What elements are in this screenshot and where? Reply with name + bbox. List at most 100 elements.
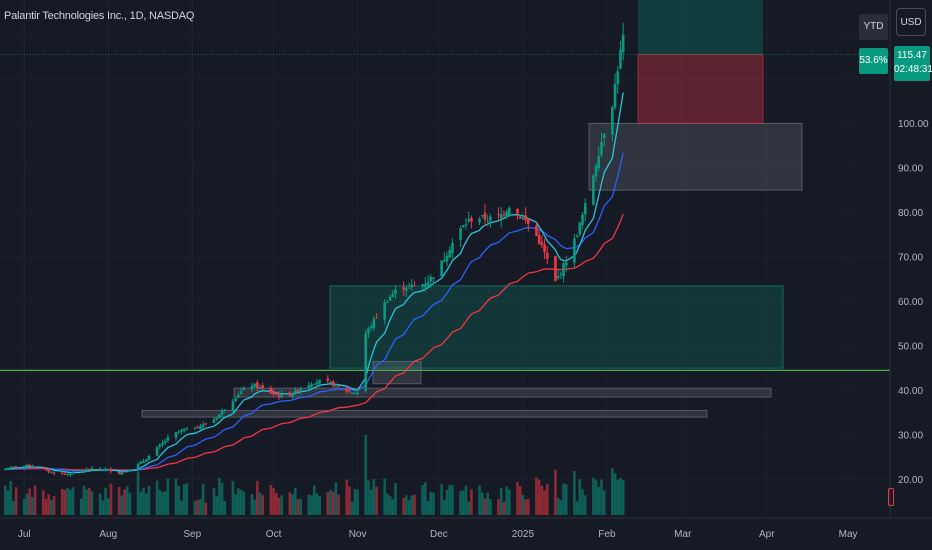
- volume-bar: [451, 485, 454, 515]
- candle: [426, 282, 430, 286]
- candle: [12, 466, 15, 468]
- volume-bar: [597, 486, 601, 515]
- candle: [478, 218, 481, 223]
- volume-bar: [556, 497, 560, 515]
- candle: [597, 156, 601, 169]
- candle: [443, 259, 446, 262]
- volume-bar: [413, 494, 416, 515]
- candle: [537, 234, 541, 244]
- candle: [464, 224, 468, 226]
- volume-bar: [71, 487, 75, 515]
- volume-bar: [85, 489, 88, 515]
- candle: [445, 255, 449, 262]
- y-tick-label: 60.00: [898, 297, 923, 308]
- candle: [364, 333, 368, 391]
- currency-button[interactable]: USD: [896, 8, 926, 36]
- candle: [535, 225, 538, 236]
- volume-bar: [372, 479, 376, 515]
- volume-bar: [613, 473, 617, 515]
- volume-bar: [502, 502, 506, 515]
- volume-bar: [201, 483, 205, 515]
- volume-bar: [218, 477, 221, 515]
- candle: [388, 296, 392, 301]
- volume-bar: [215, 496, 218, 515]
- volume-bar: [616, 479, 620, 515]
- volume-bar: [367, 480, 370, 515]
- candle: [237, 394, 240, 398]
- candle: [280, 393, 284, 397]
- candle: [147, 455, 151, 460]
- candle: [90, 468, 94, 470]
- volume-bar: [280, 495, 284, 515]
- candle: [594, 165, 598, 177]
- candle: [60, 472, 64, 474]
- volume-bar: [155, 480, 159, 515]
- volume-bar: [288, 492, 292, 515]
- volume-bar: [212, 487, 216, 515]
- candle: [502, 214, 506, 216]
- candle: [375, 317, 378, 319]
- candle: [345, 388, 349, 392]
- candle: [258, 387, 262, 389]
- candle: [66, 474, 69, 476]
- candle: [182, 429, 186, 432]
- volume-bar: [592, 477, 595, 515]
- volume-bar: [421, 484, 424, 515]
- y-tick-label: 30.00: [898, 430, 923, 441]
- volume-bar: [611, 468, 614, 515]
- candle: [554, 255, 557, 281]
- candle: [44, 469, 48, 471]
- volume-bar: [166, 478, 170, 515]
- candle: [329, 382, 332, 384]
- candle: [619, 49, 622, 69]
- volume-bar: [581, 489, 584, 515]
- candle: [337, 386, 340, 388]
- volume-bar: [47, 494, 50, 515]
- candle: [166, 437, 170, 441]
- candle: [521, 217, 525, 220]
- volume-bar: [237, 488, 240, 515]
- candle: [223, 409, 227, 411]
- x-tick-label: Apr: [759, 529, 775, 540]
- candle: [391, 293, 395, 297]
- x-tick-label: Mar: [674, 529, 692, 540]
- volume-bar: [144, 493, 148, 515]
- volume-bar: [109, 483, 113, 515]
- candle: [144, 459, 148, 462]
- candle: [394, 289, 397, 295]
- volume-bar: [274, 492, 278, 515]
- volume-bar: [329, 489, 332, 515]
- candle: [310, 384, 313, 387]
- volume-bar: [478, 485, 481, 515]
- volume-bar: [410, 495, 414, 515]
- candle: [451, 242, 454, 254]
- volume-bar: [499, 487, 503, 515]
- candle: [383, 302, 386, 320]
- candle: [562, 263, 565, 277]
- volume-bar: [79, 498, 83, 515]
- volume-bar: [199, 498, 202, 515]
- volume-bar: [193, 500, 197, 515]
- candle: [508, 207, 511, 215]
- volume-bar: [578, 479, 582, 515]
- ytd-label-badge[interactable]: YTD %: [859, 14, 888, 58]
- candle: [139, 461, 143, 464]
- candle: [592, 175, 595, 205]
- candle: [489, 216, 492, 221]
- candle: [516, 208, 519, 214]
- volume-bar: [123, 489, 126, 515]
- y-tick-label: 70.00: [898, 252, 923, 263]
- candle: [25, 464, 29, 467]
- volume-bar: [489, 499, 492, 515]
- volume-bar: [25, 493, 29, 515]
- volume-bar: [348, 486, 351, 515]
- candle: [312, 383, 316, 385]
- volume-bar: [486, 492, 489, 515]
- volume-bar: [424, 482, 427, 515]
- volume-bar: [293, 487, 297, 515]
- candle: [98, 468, 102, 470]
- candle: [299, 389, 302, 393]
- x-tick-label: Jul: [18, 529, 31, 540]
- candle: [429, 276, 433, 282]
